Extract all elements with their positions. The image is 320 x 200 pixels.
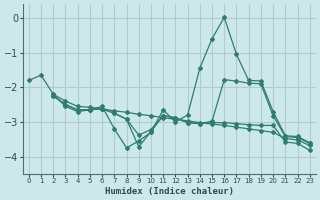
X-axis label: Humidex (Indice chaleur): Humidex (Indice chaleur) <box>105 187 234 196</box>
